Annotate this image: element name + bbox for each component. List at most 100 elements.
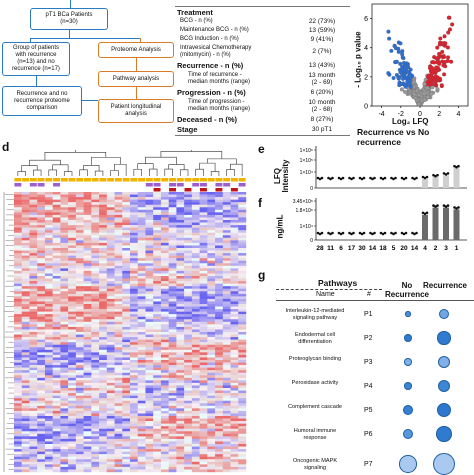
heatmap-cell <box>60 214 69 218</box>
heatmap-cell <box>21 400 30 404</box>
heatmap-cell <box>137 283 146 287</box>
e-point <box>404 176 408 180</box>
heatmap-cell <box>52 459 61 463</box>
heatmap-cell <box>99 469 107 473</box>
heatmap-cell <box>44 235 53 239</box>
heatmap-cell <box>137 263 146 267</box>
heatmap-cell <box>114 438 123 442</box>
heatmap-cell <box>44 357 53 361</box>
heatmap-cell <box>14 454 22 457</box>
heatmap-cell <box>52 304 61 307</box>
heatmap-cell <box>68 260 77 264</box>
table-label: Deceased - n (%) <box>177 115 238 124</box>
heatmap-cell <box>91 388 100 391</box>
heatmap-cell <box>14 240 22 244</box>
heatmap-cell <box>75 362 84 366</box>
heatmap-cell <box>207 464 216 468</box>
heatmap-cell <box>106 352 115 356</box>
heatmap-cell <box>191 293 200 297</box>
volcano-point <box>398 70 403 75</box>
no-recurrence-dot <box>403 405 413 415</box>
heatmap-cell <box>122 349 131 353</box>
heatmap-cell <box>83 428 92 432</box>
heatmap-cell <box>238 393 247 396</box>
heatmap-cell <box>230 209 239 213</box>
heatmap-cell <box>68 382 77 386</box>
heatmap-cell <box>68 377 77 381</box>
heatmap-cell <box>14 212 22 216</box>
heatmap-cell <box>75 466 84 470</box>
heatmap-cell <box>168 388 177 391</box>
heatmap-cell <box>68 197 77 200</box>
heatmap-cell <box>207 329 216 333</box>
heatmap-cell <box>238 410 247 414</box>
heatmap-cell <box>199 454 208 457</box>
f-point <box>432 204 435 207</box>
heatmap-cell <box>230 357 239 361</box>
heatmap-cell <box>191 230 200 233</box>
heatmap-cell <box>215 230 223 233</box>
heatmap-cell <box>75 298 84 302</box>
f-point <box>446 204 450 207</box>
table-label: BCG Induction - n (%) <box>180 36 239 42</box>
heatmap-cell <box>191 260 200 264</box>
dendrogram-branch <box>110 170 119 176</box>
heatmap-cell <box>168 426 177 429</box>
heatmap-cell <box>68 321 77 325</box>
f-point <box>455 207 458 210</box>
heatmap-cell <box>145 410 154 414</box>
heatmap-cell <box>222 449 231 452</box>
heatmap-cell <box>222 209 231 213</box>
heatmap-cell <box>44 321 53 325</box>
e-point <box>434 174 437 178</box>
heatmap-cell <box>222 380 231 384</box>
heatmap-cell <box>207 375 216 379</box>
heatmap-cell <box>199 306 208 310</box>
heatmap-cell <box>222 431 231 435</box>
heatmap-cell <box>91 347 100 351</box>
heatmap-cell <box>207 319 216 323</box>
heatmap-cell <box>106 192 115 195</box>
heatmap-cell <box>137 217 146 221</box>
heatmap-cell <box>145 316 154 320</box>
heatmap-cell <box>230 372 239 376</box>
heatmap-cell <box>68 214 77 218</box>
heatmap-cell <box>137 347 146 351</box>
heatmap-cell <box>230 365 239 368</box>
heatmap-cell <box>199 354 208 358</box>
heatmap-cell <box>238 273 247 277</box>
heatmap-cell <box>68 469 77 473</box>
heatmap-cell <box>184 265 193 269</box>
heatmap-cell <box>145 461 154 465</box>
heatmap-cell <box>145 324 154 328</box>
heatmap-cell <box>145 199 154 203</box>
e-point <box>432 173 435 177</box>
heatmap-cell <box>191 225 200 228</box>
heatmap-cell <box>122 199 131 203</box>
heatmap-cell <box>106 276 115 279</box>
heatmap-cell <box>168 410 177 414</box>
heatmap-cell <box>99 370 107 373</box>
heatmap-cell <box>83 456 92 460</box>
heatmap-cell <box>106 444 115 447</box>
heatmap-cell <box>114 192 123 195</box>
heatmap-cell <box>122 337 131 340</box>
heatmap-cell <box>145 423 154 427</box>
heatmap-cell <box>199 408 208 412</box>
heatmap-cell <box>176 225 185 228</box>
heatmap-cell <box>191 431 200 435</box>
heatmap-cell <box>160 400 169 404</box>
heatmap-cell <box>114 250 123 254</box>
heatmap-cell <box>207 395 216 399</box>
heatmap-cell <box>238 367 247 371</box>
heatmap-cell <box>191 240 200 244</box>
heatmap-cell <box>160 245 169 249</box>
heatmap-cell <box>160 321 169 325</box>
heatmap-cell <box>215 225 223 228</box>
heatmap-cell <box>83 237 92 241</box>
heatmap-cell <box>153 382 162 386</box>
volcano-point <box>438 36 443 41</box>
heatmap-cell <box>75 235 84 239</box>
heatmap-cell <box>222 314 231 317</box>
heatmap-cell <box>106 260 115 264</box>
